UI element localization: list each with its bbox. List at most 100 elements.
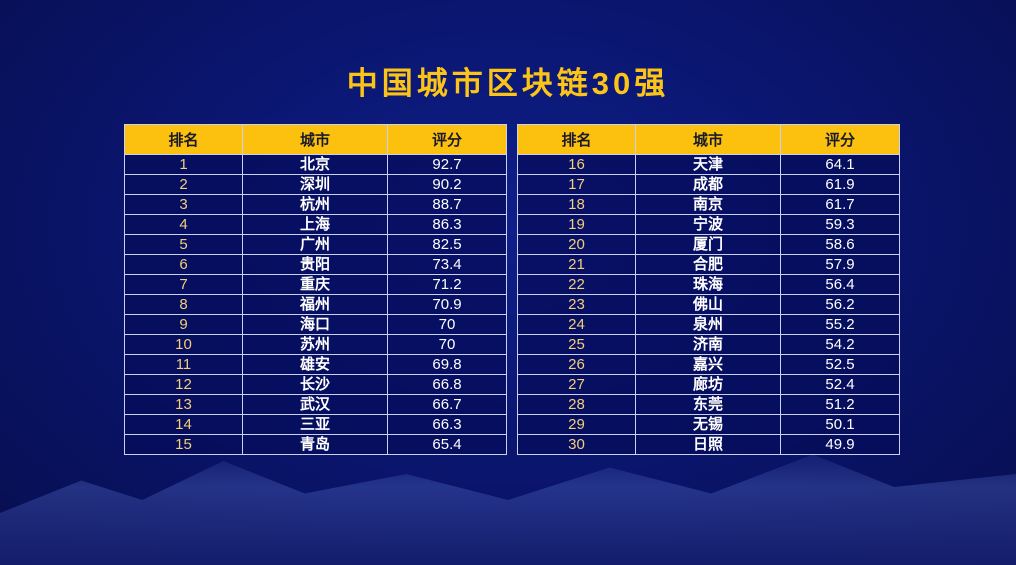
table-header-row: 排名 城市 评分 [517, 124, 900, 155]
cell-score: 61.7 [780, 194, 900, 215]
cell-rank: 23 [517, 294, 636, 315]
table-row: 7 重庆 71.2 [124, 274, 507, 295]
cell-score: 82.5 [387, 234, 507, 255]
cell-score: 90.2 [387, 174, 507, 195]
table-row: 13 武汉 66.7 [124, 394, 507, 415]
cell-rank: 8 [124, 294, 243, 315]
table-row: 15 青岛 65.4 [124, 434, 507, 455]
cell-rank: 2 [124, 174, 243, 195]
cell-score: 55.2 [780, 314, 900, 335]
cell-city: 贵阳 [242, 254, 388, 275]
cell-city: 海口 [242, 314, 388, 335]
ranking-table-left: 排名 城市 评分 1 北京 92.7 2 深圳 90.2 3 杭州 88.7 4 上海 86.3 5 广州… [124, 124, 507, 455]
ranking-table-right: 排名 城市 评分 16 天津 64.1 17 成都 61.9 18 南京 61.7 19 宁波 59.… [517, 124, 900, 455]
table-row: 14 三亚 66.3 [124, 414, 507, 435]
cell-city: 青岛 [242, 434, 388, 455]
cell-score: 92.7 [387, 154, 507, 175]
header-city: 城市 [242, 124, 388, 155]
cell-score: 70 [387, 314, 507, 335]
cell-city: 日照 [635, 434, 781, 455]
table-row: 11 雄安 69.8 [124, 354, 507, 375]
cell-rank: 10 [124, 334, 243, 355]
table-row: 1 北京 92.7 [124, 154, 507, 175]
table-row: 26 嘉兴 52.5 [517, 354, 900, 375]
cell-score: 61.9 [780, 174, 900, 195]
cell-rank: 6 [124, 254, 243, 275]
cell-city: 宁波 [635, 214, 781, 235]
cell-city: 武汉 [242, 394, 388, 415]
cell-rank: 22 [517, 274, 636, 295]
table-row: 19 宁波 59.3 [517, 214, 900, 235]
table-row: 12 长沙 66.8 [124, 374, 507, 395]
cell-city: 雄安 [242, 354, 388, 375]
cell-score: 52.4 [780, 374, 900, 395]
table-row: 4 上海 86.3 [124, 214, 507, 235]
cell-city: 嘉兴 [635, 354, 781, 375]
cell-city: 广州 [242, 234, 388, 255]
cell-rank: 25 [517, 334, 636, 355]
cell-score: 57.9 [780, 254, 900, 275]
cell-rank: 15 [124, 434, 243, 455]
header-rank: 排名 [517, 124, 636, 155]
cell-city: 苏州 [242, 334, 388, 355]
header-rank: 排名 [124, 124, 243, 155]
cell-rank: 16 [517, 154, 636, 175]
cell-score: 71.2 [387, 274, 507, 295]
cell-score: 49.9 [780, 434, 900, 455]
table-header-row: 排名 城市 评分 [124, 124, 507, 155]
table-row: 6 贵阳 73.4 [124, 254, 507, 275]
table-row: 18 南京 61.7 [517, 194, 900, 215]
cell-score: 50.1 [780, 414, 900, 435]
cell-city: 杭州 [242, 194, 388, 215]
cell-city: 佛山 [635, 294, 781, 315]
cell-city: 廊坊 [635, 374, 781, 395]
cell-score: 51.2 [780, 394, 900, 415]
cell-score: 52.5 [780, 354, 900, 375]
cell-rank: 12 [124, 374, 243, 395]
cell-city: 北京 [242, 154, 388, 175]
cell-score: 54.2 [780, 334, 900, 355]
cell-rank: 1 [124, 154, 243, 175]
cell-rank: 14 [124, 414, 243, 435]
cell-rank: 13 [124, 394, 243, 415]
cell-score: 66.7 [387, 394, 507, 415]
table-row: 5 广州 82.5 [124, 234, 507, 255]
cell-rank: 7 [124, 274, 243, 295]
cell-city: 东莞 [635, 394, 781, 415]
cell-score: 70.9 [387, 294, 507, 315]
table-row: 16 天津 64.1 [517, 154, 900, 175]
table-row: 25 济南 54.2 [517, 334, 900, 355]
cell-city: 珠海 [635, 274, 781, 295]
table-row: 27 廊坊 52.4 [517, 374, 900, 395]
table-row: 23 佛山 56.2 [517, 294, 900, 315]
table-row: 24 泉州 55.2 [517, 314, 900, 335]
cell-rank: 3 [124, 194, 243, 215]
cell-rank: 18 [517, 194, 636, 215]
cell-rank: 19 [517, 214, 636, 235]
cell-score: 65.4 [387, 434, 507, 455]
cell-city: 南京 [635, 194, 781, 215]
cell-rank: 17 [517, 174, 636, 195]
table-row: 17 成都 61.9 [517, 174, 900, 195]
cell-city: 天津 [635, 154, 781, 175]
table-row: 21 合肥 57.9 [517, 254, 900, 275]
table-row: 28 东莞 51.2 [517, 394, 900, 415]
cell-rank: 29 [517, 414, 636, 435]
cell-score: 73.4 [387, 254, 507, 275]
cell-score: 66.3 [387, 414, 507, 435]
cell-city: 合肥 [635, 254, 781, 275]
cell-score: 56.2 [780, 294, 900, 315]
page-title: 中国城市区块链30强 [346, 66, 670, 101]
cell-rank: 21 [517, 254, 636, 275]
cell-score: 58.6 [780, 234, 900, 255]
header-city: 城市 [635, 124, 781, 155]
cell-city: 福州 [242, 294, 388, 315]
header-score: 评分 [387, 124, 507, 155]
cell-city: 无锡 [635, 414, 781, 435]
cell-city: 三亚 [242, 414, 388, 435]
cell-score: 70 [387, 334, 507, 355]
cell-city: 重庆 [242, 274, 388, 295]
cell-score: 88.7 [387, 194, 507, 215]
cell-city: 济南 [635, 334, 781, 355]
cell-rank: 5 [124, 234, 243, 255]
